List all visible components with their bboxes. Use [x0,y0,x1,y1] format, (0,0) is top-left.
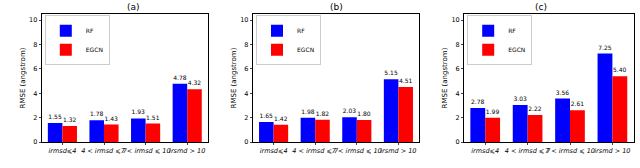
svg-text:1.55: 1.55 [48,113,62,120]
svg-text:(b): (b) [330,2,343,12]
svg-text:(a): (a) [127,2,140,12]
svg-text:1.93: 1.93 [132,108,146,115]
svg-text:2.78: 2.78 [471,98,485,105]
svg-text:0: 0 [456,138,460,146]
svg-text:4 < irmsd ⩽ 7: 4 < irmsd ⩽ 7 [292,147,339,155]
svg-text:0: 0 [33,138,37,146]
svg-text:4 < irmsd ⩽ 7: 4 < irmsd ⩽ 7 [81,147,128,155]
svg-text:RMSE (angstrom): RMSE (angstrom) [230,47,238,108]
svg-text:3.56: 3.56 [556,89,570,96]
svg-text:8: 8 [456,41,460,49]
svg-text:RMSE (angstrom): RMSE (angstrom) [19,47,27,108]
svg-text:7 < irmsd ⩽ 10: 7 < irmsd ⩽ 10 [332,147,382,155]
svg-text:RF: RF [86,27,94,34]
svg-text:EGCN: EGCN [297,46,314,53]
svg-text:4.78: 4.78 [173,74,187,81]
svg-text:2: 2 [244,114,248,122]
svg-text:3.03: 3.03 [513,95,527,102]
svg-text:1.80: 1.80 [357,110,371,117]
svg-text:irmsd⩽4: irmsd⩽4 [471,147,499,155]
svg-text:EGCN: EGCN [508,46,525,53]
svg-text:1.98: 1.98 [301,108,315,115]
svg-text:1.32: 1.32 [63,116,77,123]
svg-text:5.40: 5.40 [613,66,627,73]
svg-text:irsmd > 10: irsmd > 10 [380,147,416,155]
svg-text:7 < irmsd ⩽ 10: 7 < irmsd ⩽ 10 [545,147,595,155]
svg-text:2: 2 [33,114,37,122]
svg-text:8: 8 [33,41,37,49]
svg-text:4 < irmsd ⩽ 7: 4 < irmsd ⩽ 7 [505,147,552,155]
svg-text:1.42: 1.42 [274,115,288,122]
svg-text:(c): (c) [535,2,547,12]
svg-text:5.15: 5.15 [384,69,398,76]
svg-text:4.51: 4.51 [399,77,413,84]
svg-text:7.25: 7.25 [598,44,612,51]
svg-text:1.43: 1.43 [105,115,119,122]
svg-text:EGCN: EGCN [86,46,103,53]
svg-text:1.78: 1.78 [90,110,104,117]
svg-text:1.99: 1.99 [486,108,500,115]
svg-text:6: 6 [33,65,37,73]
svg-text:8: 8 [244,41,248,49]
svg-text:RF: RF [508,27,516,34]
svg-text:4.32: 4.32 [188,79,202,86]
svg-text:1.65: 1.65 [260,112,274,119]
svg-text:4: 4 [244,90,248,98]
svg-text:irmsd⩽4: irmsd⩽4 [48,147,76,155]
svg-text:irsmd > 10: irsmd > 10 [169,147,205,155]
svg-text:4: 4 [456,90,460,98]
svg-text:10: 10 [29,16,37,24]
svg-text:2.03: 2.03 [343,107,357,114]
svg-text:RMSE (angstrom): RMSE (angstrom) [441,47,449,108]
svg-text:1.51: 1.51 [146,114,160,121]
svg-text:4: 4 [33,90,37,98]
svg-text:2.61: 2.61 [571,100,585,107]
svg-text:6: 6 [456,65,460,73]
svg-text:irsmd > 10: irsmd > 10 [594,147,630,155]
svg-text:10: 10 [240,16,248,24]
svg-text:10: 10 [451,16,459,24]
svg-text:2: 2 [456,114,460,122]
svg-text:irmsd⩽4: irmsd⩽4 [260,147,288,155]
svg-text:7 < irmsd ⩽ 10: 7 < irmsd ⩽ 10 [121,147,171,155]
svg-text:1.82: 1.82 [316,110,330,117]
svg-text:0: 0 [244,138,248,146]
svg-text:6: 6 [244,65,248,73]
svg-text:RF: RF [297,27,305,34]
svg-text:2.22: 2.22 [528,105,542,112]
